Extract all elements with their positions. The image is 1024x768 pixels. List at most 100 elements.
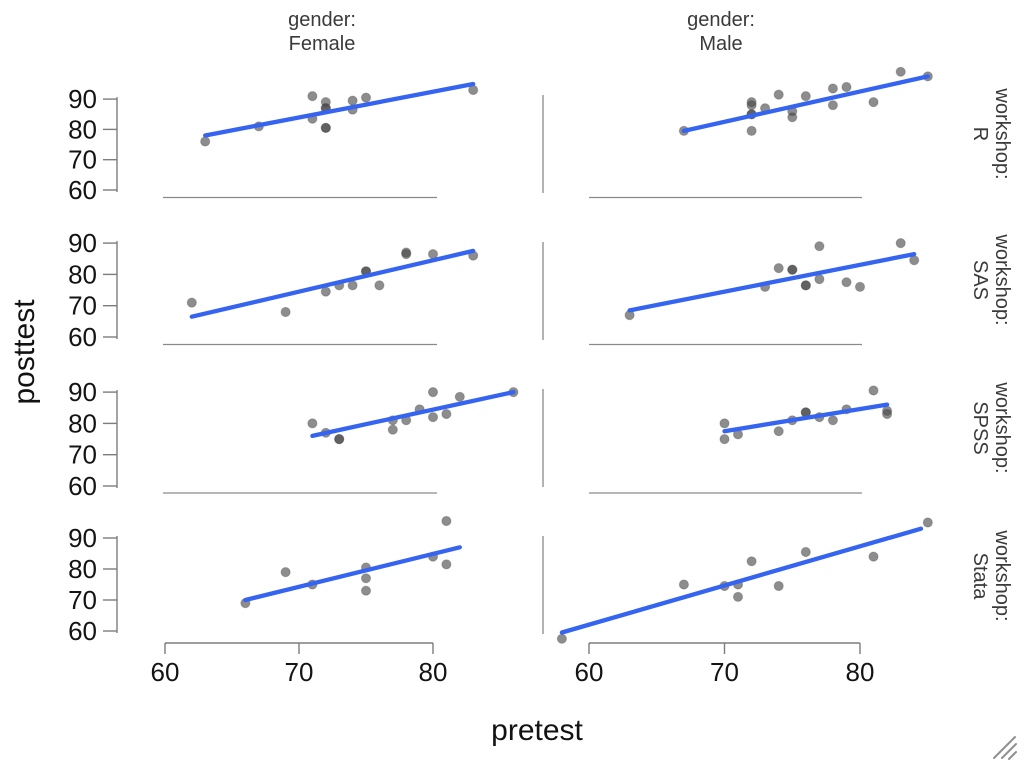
panel-sas-male <box>624 238 920 321</box>
data-point <box>922 517 933 528</box>
data-point <box>800 91 811 102</box>
data-point <box>814 241 825 252</box>
data-point <box>868 551 879 562</box>
y-tick-label: 60 <box>68 471 97 501</box>
facet-col-strip-variable: gender: <box>687 9 755 31</box>
facet-row-strip-r: workshop: R <box>969 88 1013 179</box>
y-tick-label: 80 <box>68 114 97 144</box>
data-point <box>334 434 345 445</box>
data-point <box>427 387 439 398</box>
data-point <box>427 412 439 423</box>
x-tick-label: 70 <box>285 657 314 687</box>
data-point <box>360 585 372 596</box>
facet-row-strip-spss: workshop: SPSS <box>969 382 1013 473</box>
data-point <box>320 122 331 134</box>
data-point <box>307 418 318 429</box>
data-point <box>746 125 757 136</box>
y-tick-label: 60 <box>68 322 97 352</box>
facet-row-strip-sas: workshop: SAS <box>969 234 1013 325</box>
panel-spss-female <box>307 387 519 445</box>
fit-line <box>722 402 890 434</box>
y-axis-title: posttest <box>8 299 41 405</box>
data-point <box>841 277 852 288</box>
data-point <box>280 567 291 578</box>
panel-stata-female <box>240 515 462 609</box>
panel-r-female <box>200 81 479 147</box>
data-point <box>746 100 757 111</box>
data-point <box>868 385 879 396</box>
data-point <box>556 633 568 644</box>
x-tick-label: 80 <box>846 657 875 687</box>
y-tick-label: 90 <box>68 84 97 114</box>
data-point <box>854 281 866 292</box>
y-tick-label: 70 <box>68 585 97 615</box>
x-tick-label: 80 <box>419 657 448 687</box>
y-tick-label: 60 <box>68 175 97 205</box>
fit-line <box>627 251 917 313</box>
facet-col-strip-female: gender: Female <box>288 8 356 56</box>
data-point <box>909 255 920 266</box>
y-tick-label: 80 <box>68 408 97 438</box>
fit-line <box>243 545 462 603</box>
data-point <box>454 391 465 402</box>
facet-row-strip-variable: workshop: <box>991 234 1013 326</box>
facet-row-strip-value: SAS <box>969 259 991 301</box>
facet-row-strip-value: SPSS <box>969 401 991 455</box>
facet-col-strip-male: gender: Male <box>687 8 755 56</box>
data-point <box>678 579 690 590</box>
y-tick-label: 70 <box>68 291 97 321</box>
facet-col-strip-variable: gender: <box>288 9 356 31</box>
data-point <box>800 280 811 291</box>
data-point <box>814 274 825 285</box>
data-point <box>427 249 439 260</box>
data-point <box>773 263 784 274</box>
fit-line <box>681 74 930 134</box>
data-point <box>441 408 452 420</box>
data-point <box>401 249 412 260</box>
data-point <box>841 81 852 93</box>
data-point <box>827 100 839 111</box>
facet-row-strip-variable: workshop: <box>991 530 1013 622</box>
x-axis-title: pretest <box>491 714 583 747</box>
data-point <box>732 591 744 603</box>
data-point <box>719 434 730 445</box>
fit-line <box>203 81 476 138</box>
data-point <box>360 92 372 103</box>
data-point <box>374 280 385 291</box>
data-point <box>773 580 784 592</box>
data-point <box>746 556 757 567</box>
data-point <box>773 89 784 100</box>
y-tick-label: 70 <box>68 440 97 470</box>
fit-line <box>310 389 516 439</box>
data-point <box>895 238 906 249</box>
data-point <box>827 415 839 426</box>
data-point <box>320 286 331 297</box>
data-point <box>200 136 211 147</box>
panel-sas-female <box>186 247 479 319</box>
facet-col-strip-value: Male <box>699 33 743 55</box>
data-point <box>827 83 839 94</box>
panel-stata-male <box>556 517 933 644</box>
y-tick-label: 80 <box>68 554 97 584</box>
facet-row-strip-stata: workshop: Stata <box>969 530 1013 621</box>
facet-row-strip-variable: workshop: <box>991 88 1013 180</box>
data-point <box>441 559 452 570</box>
facet-col-strip-value: Female <box>288 33 356 55</box>
data-point <box>787 264 798 275</box>
data-point <box>868 97 879 108</box>
data-point <box>360 573 372 584</box>
data-point <box>280 306 291 318</box>
y-tick-label: 60 <box>68 616 97 646</box>
y-tick-label: 90 <box>68 228 97 258</box>
data-point <box>719 418 730 429</box>
y-tick-label: 80 <box>68 259 97 289</box>
y-tick-label: 90 <box>68 377 97 407</box>
x-tick-label: 60 <box>575 657 604 687</box>
data-point <box>347 280 358 291</box>
resize-grip-icon[interactable] <box>988 733 1020 763</box>
data-point <box>441 515 452 527</box>
data-point <box>882 408 893 420</box>
data-point <box>773 426 784 437</box>
